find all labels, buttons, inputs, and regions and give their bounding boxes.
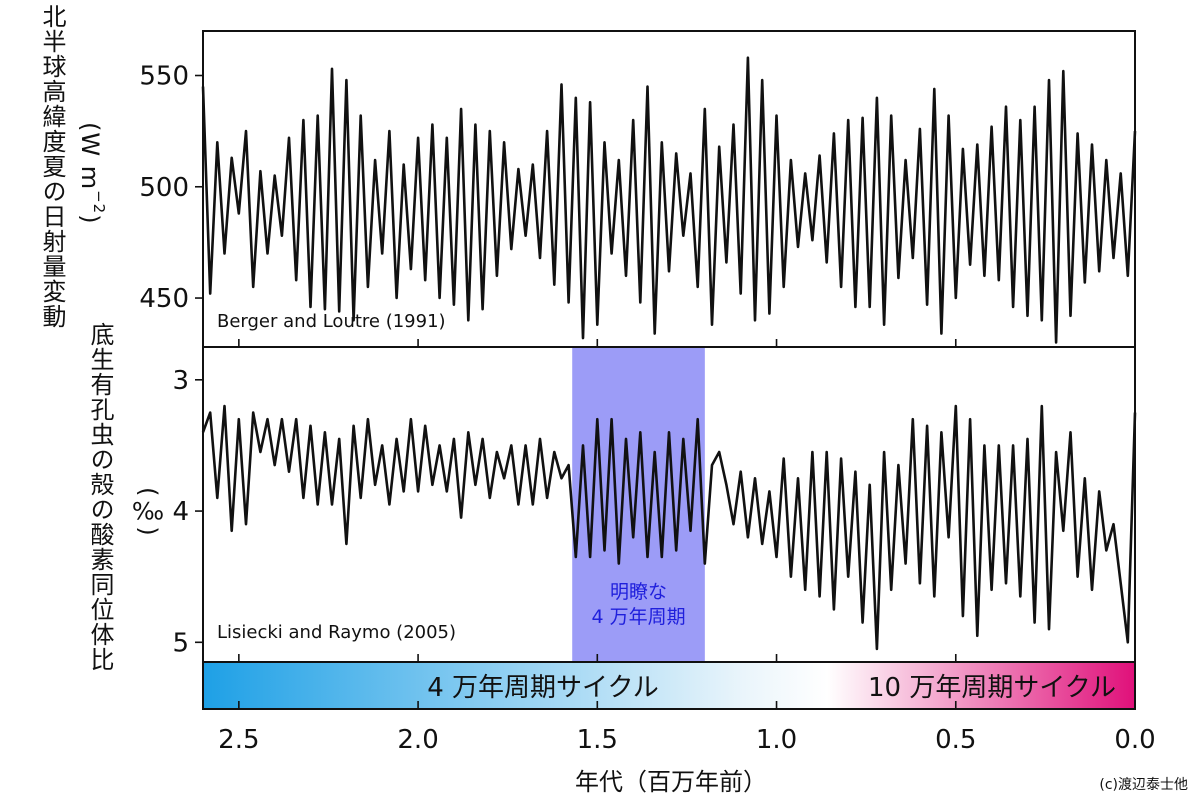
copyright-text: (c)渡辺泰士他 bbox=[1099, 777, 1188, 793]
x-tick-label: 1.0 bbox=[756, 725, 797, 755]
x-tick-label: 1.5 bbox=[577, 725, 618, 755]
x-tick-label: 2.5 bbox=[218, 725, 259, 755]
x-tick-label: 0.5 bbox=[935, 725, 976, 755]
bottom-y-tick-label: 4 bbox=[172, 497, 189, 527]
cycle-bar-frame bbox=[202, 661, 1136, 710]
cycle-label-100k: 10 万年周期サイクル bbox=[868, 673, 1116, 703]
top-yunit: (W m−2) bbox=[76, 122, 108, 225]
highlight-label-line2: 4 万年周期 bbox=[591, 606, 685, 628]
bottom-yunit: (‰) bbox=[134, 487, 162, 537]
top-y-tick-label: 500 bbox=[139, 173, 189, 203]
highlight-label-line1: 明瞭な bbox=[610, 581, 667, 603]
insolation-line bbox=[201, 56, 1137, 344]
highlight-band bbox=[572, 347, 705, 662]
x-axis-label: 年代（百万年前） bbox=[575, 768, 767, 796]
bottom-y-tick-label: 3 bbox=[172, 366, 189, 396]
bottom-source-annotation: Lisiecki and Raymo (2005) bbox=[217, 622, 456, 643]
top-source-annotation: Berger and Loutre (1991) bbox=[217, 311, 446, 332]
oxygen-isotope-line bbox=[201, 404, 1137, 651]
top-y-tick-label: 450 bbox=[139, 284, 189, 314]
cycle-label-40k: 4 万年周期サイクル bbox=[427, 673, 659, 703]
top-y-tick-label: 550 bbox=[139, 62, 189, 92]
x-tick-label: 2.0 bbox=[397, 725, 438, 755]
bottom-ylabel: 底生有孔虫の殻の酸素同位体比 bbox=[86, 322, 114, 672]
cycle-bar bbox=[203, 662, 1135, 709]
bottom-y-tick-label: 5 bbox=[172, 628, 189, 658]
top-ylabel: 北半球高緯度夏の日射量変動 bbox=[38, 4, 66, 329]
x-tick-label: 0.0 bbox=[1114, 725, 1155, 755]
